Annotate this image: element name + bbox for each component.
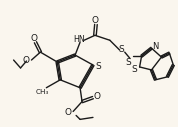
Text: O: O [65, 108, 72, 117]
Text: O: O [23, 55, 30, 65]
Text: S: S [119, 45, 125, 54]
Text: CH₃: CH₃ [36, 89, 49, 95]
Text: HN: HN [73, 35, 85, 44]
Text: N: N [152, 42, 159, 51]
Text: S: S [95, 62, 101, 72]
Text: S: S [126, 58, 132, 67]
Text: O: O [91, 17, 98, 26]
Text: O: O [93, 92, 100, 101]
Text: S: S [132, 65, 138, 74]
Text: O: O [31, 34, 38, 43]
